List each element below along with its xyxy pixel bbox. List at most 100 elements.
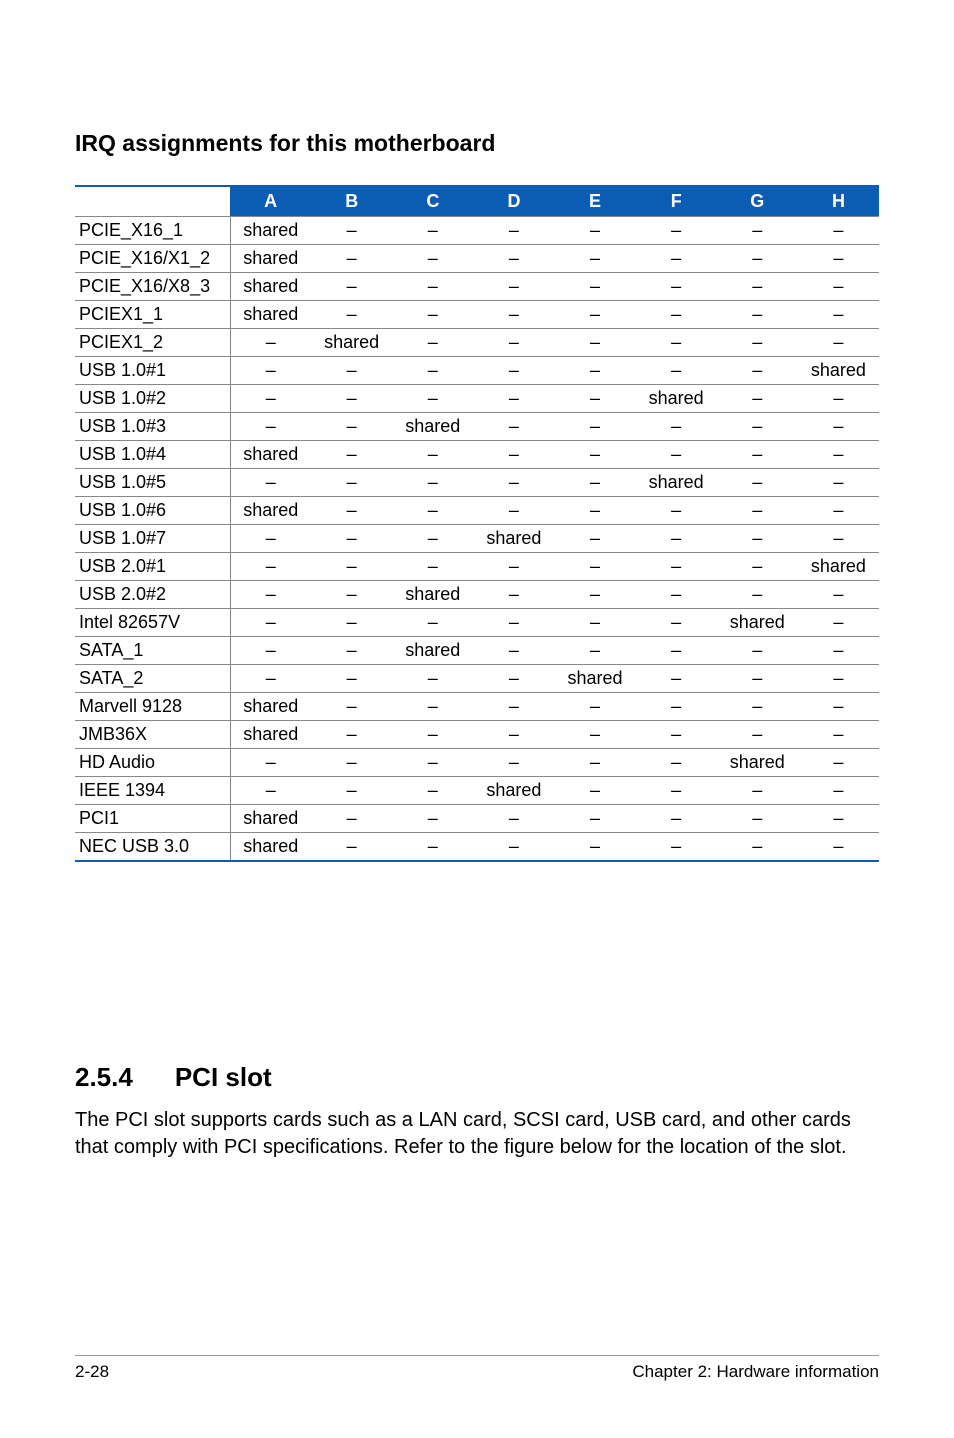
row-label: USB 1.0#4 (75, 441, 230, 469)
col-header: F (636, 186, 717, 217)
table-cell: – (473, 721, 554, 749)
table-cell: – (555, 301, 636, 329)
row-label: USB 1.0#6 (75, 497, 230, 525)
table-cell: – (798, 637, 879, 665)
table-cell: – (392, 749, 473, 777)
table-cell: – (311, 385, 392, 413)
table-cell: – (798, 413, 879, 441)
table-cell: – (392, 469, 473, 497)
table-cell: shared (230, 721, 311, 749)
table-cell: – (311, 301, 392, 329)
table-cell: – (392, 693, 473, 721)
table-cell: – (636, 217, 717, 245)
table-cell: – (311, 525, 392, 553)
table-cell: – (555, 525, 636, 553)
table-cell: – (230, 525, 311, 553)
table-cell: – (555, 777, 636, 805)
table-cell: – (311, 217, 392, 245)
row-label: SATA_1 (75, 637, 230, 665)
table-cell: – (636, 637, 717, 665)
table-cell: – (798, 609, 879, 637)
table-cell: – (392, 525, 473, 553)
row-label: Intel 82657V (75, 609, 230, 637)
table-cell: – (392, 301, 473, 329)
section-name: PCI slot (175, 1062, 272, 1093)
table-cell: shared (717, 609, 798, 637)
row-label: NEC USB 3.0 (75, 833, 230, 861)
table-cell: – (555, 245, 636, 273)
table-cell: – (636, 833, 717, 861)
table-cell: – (392, 357, 473, 385)
table-cell: – (798, 525, 879, 553)
table-cell: – (555, 497, 636, 525)
chapter-label: Chapter 2: Hardware information (632, 1362, 879, 1382)
table-cell: – (555, 833, 636, 861)
table-cell: – (636, 693, 717, 721)
table-cell: – (230, 329, 311, 357)
row-label: PCIEX1_2 (75, 329, 230, 357)
table-cell: – (392, 609, 473, 637)
table-cell: – (636, 749, 717, 777)
table-cell: – (798, 833, 879, 861)
table-cell: shared (717, 749, 798, 777)
table-cell: – (230, 777, 311, 805)
table-cell: – (311, 805, 392, 833)
row-label: PCIE_X16/X8_3 (75, 273, 230, 301)
table-row: IEEE 1394–––shared–––– (75, 777, 879, 805)
col-header: D (473, 186, 554, 217)
table-cell: – (636, 805, 717, 833)
table-cell: – (311, 609, 392, 637)
table-cell: – (392, 805, 473, 833)
table-cell: shared (230, 301, 311, 329)
table-cell: – (717, 357, 798, 385)
table-cell: – (636, 609, 717, 637)
page-footer: 2-28 Chapter 2: Hardware information (75, 1355, 879, 1382)
table-cell: – (230, 413, 311, 441)
table-cell: – (230, 385, 311, 413)
table-header-row: A B C D E F G H (75, 186, 879, 217)
table-cell: shared (798, 357, 879, 385)
table-header-blank (75, 186, 230, 217)
table-row: USB 1.0#2–––––shared–– (75, 385, 879, 413)
table-cell: – (555, 357, 636, 385)
table-cell: – (798, 329, 879, 357)
table-cell: shared (636, 385, 717, 413)
row-label: USB 1.0#7 (75, 525, 230, 553)
table-cell: – (717, 273, 798, 301)
row-label: JMB36X (75, 721, 230, 749)
table-cell: – (798, 665, 879, 693)
table-cell: – (392, 777, 473, 805)
table-cell: – (717, 245, 798, 273)
table-cell: – (555, 273, 636, 301)
row-label: PCI1 (75, 805, 230, 833)
table-cell: – (473, 301, 554, 329)
table-cell: – (717, 665, 798, 693)
table-row: USB 1.0#1–––––––shared (75, 357, 879, 385)
row-label: PCIEX1_1 (75, 301, 230, 329)
table-cell: – (798, 273, 879, 301)
table-row: PCIE_X16/X8_3shared––––––– (75, 273, 879, 301)
table-cell: – (473, 637, 554, 665)
table-row: SATA_1––shared––––– (75, 637, 879, 665)
table-cell: – (636, 581, 717, 609)
page-number: 2-28 (75, 1362, 109, 1382)
table-cell: – (230, 665, 311, 693)
table-cell: – (636, 413, 717, 441)
table-cell: – (798, 469, 879, 497)
table-cell: – (798, 217, 879, 245)
table-cell: – (473, 665, 554, 693)
col-header: B (311, 186, 392, 217)
table-cell: – (230, 581, 311, 609)
row-label: PCIE_X16_1 (75, 217, 230, 245)
table-row: USB 1.0#7–––shared–––– (75, 525, 879, 553)
table-cell: – (392, 385, 473, 413)
table-cell: – (473, 357, 554, 385)
table-cell: – (473, 273, 554, 301)
table-cell: – (311, 469, 392, 497)
table-cell: – (311, 637, 392, 665)
section-number: 2.5.4 (75, 1062, 133, 1093)
table-cell: – (230, 609, 311, 637)
table-cell: shared (230, 217, 311, 245)
table-cell: – (717, 805, 798, 833)
row-label: USB 1.0#5 (75, 469, 230, 497)
